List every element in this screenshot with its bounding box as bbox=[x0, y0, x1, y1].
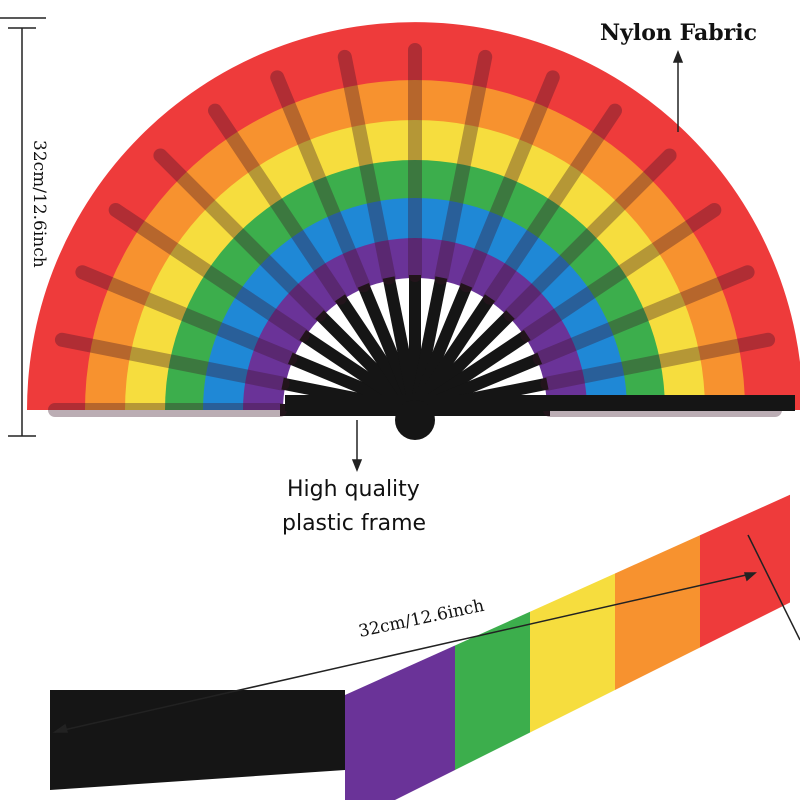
guard-stick bbox=[285, 395, 795, 411]
length-dimension-line bbox=[52, 534, 800, 733]
folded-orange-section bbox=[615, 535, 700, 690]
rib-shadow bbox=[483, 103, 623, 305]
rib-shadow bbox=[337, 49, 396, 285]
rib-shadow bbox=[540, 332, 776, 391]
frame-arrow bbox=[351, 420, 363, 473]
rib-shadow bbox=[75, 265, 298, 366]
rib-shadow bbox=[520, 202, 722, 342]
frame-label-line1: High quality bbox=[287, 477, 420, 502]
rib-shadow bbox=[108, 202, 310, 342]
rib-shadow bbox=[459, 70, 560, 293]
folded-rainbow-fan bbox=[50, 494, 790, 800]
folded-red-section bbox=[700, 494, 790, 648]
rib-shadow bbox=[270, 70, 371, 293]
height-label: 32cm/12.6inch bbox=[29, 140, 49, 268]
rib-shadow bbox=[434, 49, 493, 285]
frame-label-line2: plastic frame bbox=[282, 511, 426, 536]
rib-shadow bbox=[503, 148, 677, 322]
rib-shadow bbox=[54, 332, 290, 391]
rib-shadow bbox=[532, 265, 755, 366]
rib-shadow bbox=[153, 148, 327, 322]
height-dimension-line bbox=[0, 17, 46, 437]
folded-purple-section bbox=[345, 645, 455, 800]
nylon-arrow bbox=[672, 49, 684, 132]
nylon-fabric-label: Nylon Fabric bbox=[600, 20, 757, 46]
length-label: 32cm/12.6inch bbox=[357, 596, 486, 642]
folded-frame bbox=[50, 690, 345, 790]
open-rainbow-fan bbox=[27, 22, 800, 440]
folded-green-section bbox=[455, 611, 530, 770]
folded-yellow-section bbox=[530, 573, 615, 733]
pivot-rivet bbox=[395, 400, 435, 440]
rib-shadow bbox=[207, 103, 347, 305]
